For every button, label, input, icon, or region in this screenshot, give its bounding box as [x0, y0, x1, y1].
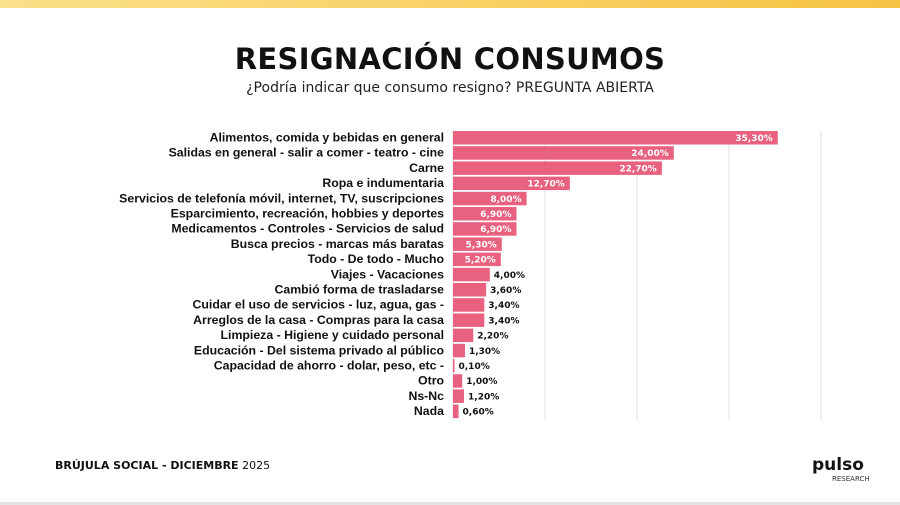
bottom-divider: [0, 502, 900, 505]
bar: [453, 191, 527, 206]
footer-source: BRÚJULA SOCIAL - DICIEMBRE 2025: [55, 459, 270, 472]
category-label: Busca precios - marcas más baratas: [231, 237, 444, 251]
bar: [453, 313, 485, 327]
bar: [453, 283, 487, 297]
category-label: Ns-Nc: [408, 389, 444, 403]
bar: [453, 404, 459, 419]
data-label: 22,70%: [619, 164, 657, 174]
bar: [453, 207, 517, 221]
category-label: Cambió forma de trasladarse: [275, 283, 445, 297]
page-title: RESIGNACIÓN CONSUMOS: [234, 42, 666, 76]
data-label: 2,20%: [477, 332, 508, 342]
bar: [453, 343, 465, 358]
category-label: Medicamentos - Controles - Servicios de …: [171, 222, 444, 236]
data-label: 6,90%: [480, 210, 511, 220]
footer-year: 2025: [238, 459, 271, 472]
data-label: 0,10%: [459, 362, 490, 372]
category-label: Cuidar el uso de servicios - luz, agua, …: [193, 298, 444, 312]
category-label: Esparcimiento, recreación, hobbies y dep…: [171, 207, 445, 221]
logo-subtext: RESEARCH: [832, 475, 870, 483]
bar: [453, 131, 778, 145]
bar: [453, 146, 674, 160]
top-accent-bar: [0, 0, 900, 8]
bar: [453, 328, 474, 343]
data-label: 6,90%: [480, 225, 511, 235]
bar: [453, 298, 485, 312]
data-label: 12,70%: [527, 180, 565, 190]
category-label: Todo - De todo - Mucho: [308, 252, 445, 266]
data-label: 3,60%: [490, 286, 521, 296]
bar: [453, 222, 517, 236]
category-label: Carne: [409, 161, 444, 175]
data-label: 0,60%: [463, 408, 494, 418]
category-label: Viajes - Vacaciones: [331, 267, 444, 281]
category-label: Capacidad de ahorro - dolar, peso, etc -: [214, 359, 444, 373]
footer-source-bold: BRÚJULA SOCIAL - DICIEMBRE: [55, 459, 239, 472]
bar: [453, 252, 501, 267]
logo-text: pulso: [812, 455, 864, 475]
bar: [453, 389, 465, 403]
data-label: 3,40%: [488, 316, 519, 326]
category-label: Otro: [418, 374, 444, 388]
bar: [453, 267, 490, 282]
data-label: 5,30%: [466, 240, 497, 250]
category-label: Salidas en general - salir a comer - tea…: [169, 146, 445, 160]
data-label: 1,30%: [469, 347, 500, 357]
data-label: 24,00%: [631, 149, 669, 159]
bar-chart: Alimentos, comida y bebidas en general 35…: [119, 131, 822, 420]
pulso-logo: pulso RESEARCH: [808, 455, 878, 485]
category-label: Servicios de telefonía móvil, internet, …: [119, 191, 444, 205]
category-label: Limpieza - Higiene y cuidado personal: [221, 328, 444, 342]
category-label: Educación - Del sistema privado al públi…: [194, 343, 445, 357]
bar: [453, 359, 455, 373]
category-label: Arreglos de la casa - Compras para la ca…: [193, 313, 444, 327]
bar: [453, 176, 570, 191]
data-label: 1,20%: [468, 392, 499, 402]
data-label: 3,40%: [488, 301, 519, 311]
category-label: Ropa e indumentaria: [322, 176, 444, 190]
bar: [453, 161, 662, 175]
data-label: 4,00%: [494, 271, 525, 281]
data-label: 8,00%: [490, 195, 521, 205]
data-label: 35,30%: [735, 134, 773, 144]
category-label: Nada: [414, 404, 444, 418]
category-label: Alimentos, comida y bebidas en general: [210, 131, 444, 145]
data-label: 1,00%: [466, 377, 497, 387]
bar: [453, 237, 502, 251]
data-label: 5,20%: [465, 256, 496, 266]
bar: [453, 374, 463, 388]
page-subtitle: ¿Podría indicar que consumo resigno? PRE…: [246, 80, 654, 96]
